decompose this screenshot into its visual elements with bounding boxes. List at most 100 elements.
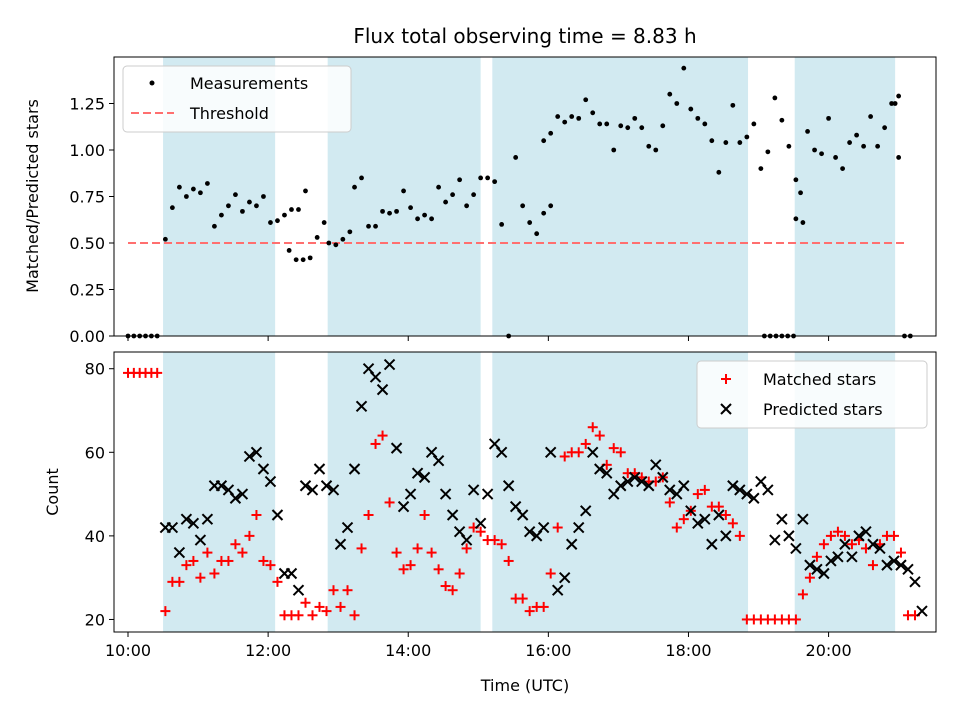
- measurement-point: [555, 114, 561, 119]
- measurement-point: [800, 220, 806, 225]
- predicted-star-point: [615, 480, 627, 492]
- measurement-point: [314, 235, 320, 240]
- predicted-star-point: [622, 475, 634, 488]
- legend-label-predicted: Predicted stars: [763, 400, 883, 419]
- matched-star-point: [181, 560, 192, 571]
- matched-star-point: [671, 522, 682, 533]
- predicted-star-point: [888, 555, 900, 567]
- predicted-star-point: [432, 454, 445, 467]
- predicted-star-point: [853, 530, 865, 542]
- predicted-star-point: [818, 567, 830, 580]
- measurement-point: [352, 184, 357, 190]
- measurement-point: [471, 192, 477, 198]
- matched-star-point: [461, 543, 472, 554]
- predicted-star-point: [741, 488, 753, 500]
- bottom-shaded-interval: [163, 352, 276, 632]
- top-legend: Measurements Threshold: [122, 65, 352, 133]
- measurement-point: [296, 207, 301, 212]
- predicted-star-point: [573, 521, 585, 534]
- measurement-point: [854, 132, 860, 138]
- predicted-star-point: [257, 463, 270, 475]
- predicted-star-point: [173, 546, 186, 559]
- measurement-point: [667, 91, 673, 97]
- predicted-star-point: [558, 571, 571, 584]
- matched-star-point: [727, 518, 738, 529]
- measurement-point: [695, 115, 701, 121]
- measurement-point: [415, 216, 420, 222]
- measurement-point: [611, 147, 617, 153]
- bottom-y-axis-label: Count: [43, 468, 62, 516]
- measurement-point: [569, 114, 575, 119]
- measurement-point: [618, 123, 624, 129]
- measurement-point: [366, 223, 371, 229]
- matched-star-point: [251, 509, 262, 520]
- measurement-point: [401, 188, 406, 194]
- matched-star-point: [405, 560, 416, 571]
- matched-star-point: [538, 601, 549, 612]
- legend-label-threshold: Threshold: [189, 104, 269, 123]
- predicted-star-point: [643, 480, 655, 492]
- matched-star-point: [895, 547, 906, 558]
- bottom-x-ticks: 10:00 12:00 14:00 16:00 18:00 20:00: [105, 632, 852, 660]
- matched-star-point: [559, 451, 570, 462]
- top-y-axis-label: Matched/Predicted stars: [23, 99, 42, 293]
- measurement-point: [541, 138, 547, 144]
- measurement-point: [300, 257, 306, 263]
- predicted-star-point: [769, 534, 781, 546]
- measurement-point: [861, 143, 867, 149]
- matched-star-point: [545, 568, 556, 579]
- predicted-star-point: [481, 488, 494, 500]
- predicted-star-point: [839, 538, 851, 550]
- predicted-star-point: [243, 450, 256, 463]
- measurement-point: [688, 106, 694, 112]
- predicted-star-point: [657, 471, 669, 484]
- measurement-point: [702, 121, 708, 127]
- matched-star-point: [223, 555, 234, 566]
- measurement-point: [450, 192, 456, 198]
- matched-star-point: [349, 610, 360, 621]
- predicted-star-point: [636, 475, 648, 488]
- matched-star-point: [363, 509, 374, 520]
- predicted-star-point: [825, 555, 837, 567]
- predicted-star-point: [902, 563, 914, 576]
- matched-star-point: [160, 606, 171, 617]
- predicted-star-point: [404, 488, 417, 500]
- matched-star-point: [209, 568, 220, 579]
- measurement-point: [457, 177, 463, 183]
- predicted-star-point: [355, 400, 368, 413]
- measurement-point: [744, 134, 750, 140]
- matched-star-point: [678, 514, 689, 525]
- bottom-x-tick-label: 20:00: [806, 641, 852, 660]
- predicted-star-point: [916, 605, 928, 617]
- matched-star-point: [272, 576, 283, 587]
- measurement-point: [812, 147, 817, 153]
- predicted-star-point: [804, 559, 816, 571]
- measurement-point: [826, 115, 831, 121]
- predicted-star-point: [313, 463, 326, 475]
- matched-star-point: [328, 585, 339, 596]
- measurement-point: [436, 184, 441, 190]
- matched-star-point: [580, 438, 591, 449]
- bottom-legend-box: [696, 360, 928, 429]
- predicted-star-point: [699, 513, 711, 525]
- legend-marker-matched: [721, 374, 731, 384]
- predicted-star-point: [397, 500, 410, 513]
- matched-star-point: [594, 430, 605, 441]
- measurement-point: [408, 205, 413, 211]
- measurement-point: [868, 114, 874, 119]
- predicted-star-point: [874, 542, 886, 555]
- predicted-star-point: [748, 492, 760, 504]
- matched-star-point: [832, 526, 843, 537]
- predicted-star-point: [264, 475, 277, 488]
- predicted-star-point: [720, 530, 732, 542]
- matched-star-point: [615, 447, 626, 458]
- measurement-point: [212, 223, 217, 229]
- matched-stars-points: [123, 367, 920, 625]
- measurement-point: [492, 179, 498, 185]
- predicted-star-point: [229, 492, 242, 504]
- measurement-point: [875, 143, 881, 149]
- predicted-star-point: [516, 509, 529, 521]
- measurement-point: [772, 95, 778, 101]
- measurement-point: [169, 205, 175, 211]
- predicted-star-point: [390, 442, 403, 454]
